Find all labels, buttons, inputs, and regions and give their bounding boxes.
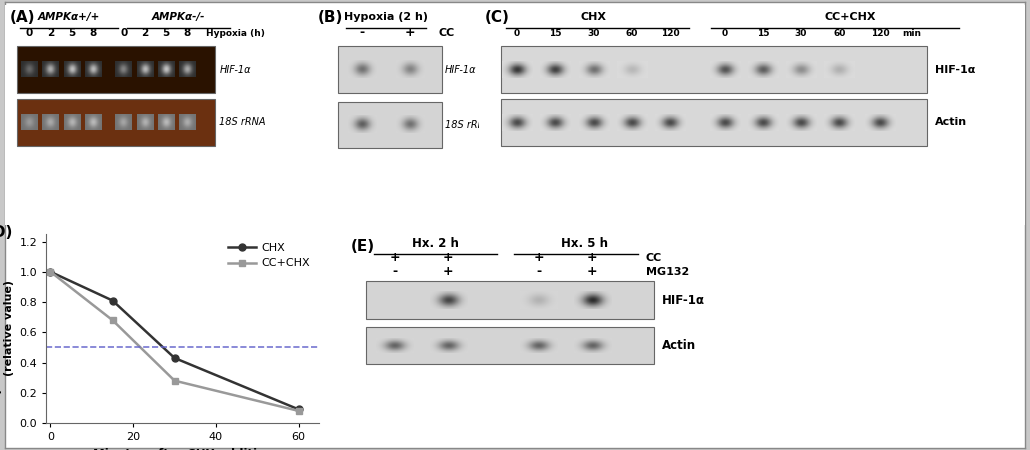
Text: 8: 8 xyxy=(183,28,192,38)
Text: 120: 120 xyxy=(660,29,680,38)
Text: HIF-1α: HIF-1α xyxy=(662,294,706,306)
Text: (A): (A) xyxy=(9,10,35,25)
Text: +: + xyxy=(443,265,453,278)
CC+CHX xyxy=(293,408,305,414)
Text: (C): (C) xyxy=(484,10,509,25)
Text: MG132: MG132 xyxy=(646,267,689,277)
Text: 0: 0 xyxy=(722,29,727,38)
FancyBboxPatch shape xyxy=(366,327,654,364)
CHX xyxy=(293,407,305,412)
Text: HIF-1α: HIF-1α xyxy=(445,64,477,75)
Line: CC+CHX: CC+CHX xyxy=(47,268,302,414)
FancyBboxPatch shape xyxy=(338,102,442,148)
Text: Hypoxia (h): Hypoxia (h) xyxy=(206,29,265,38)
FancyBboxPatch shape xyxy=(501,46,927,93)
Text: +: + xyxy=(587,252,597,265)
Text: (E): (E) xyxy=(351,238,375,254)
Text: 8: 8 xyxy=(90,28,97,38)
Line: CHX: CHX xyxy=(47,268,302,413)
Text: 15: 15 xyxy=(549,29,561,38)
Text: AMPKα+/+: AMPKα+/+ xyxy=(38,12,100,22)
Text: AMPKα-/-: AMPKα-/- xyxy=(151,12,205,22)
Text: 0: 0 xyxy=(121,28,128,38)
CC+CHX xyxy=(106,318,118,323)
FancyBboxPatch shape xyxy=(501,99,927,146)
Text: Hx. 5 h: Hx. 5 h xyxy=(560,237,608,250)
Text: CC: CC xyxy=(646,253,662,263)
Text: HIF-1α: HIF-1α xyxy=(219,64,251,75)
Text: +: + xyxy=(587,265,597,278)
CC+CHX xyxy=(168,378,180,383)
Text: 0: 0 xyxy=(514,29,520,38)
CHX xyxy=(106,298,118,303)
Text: HIF-1α: HIF-1α xyxy=(935,64,975,75)
CC+CHX xyxy=(44,269,57,274)
X-axis label: Minutes after CHX addition: Minutes after CHX addition xyxy=(93,448,273,450)
Text: 0: 0 xyxy=(26,28,33,38)
FancyBboxPatch shape xyxy=(366,281,654,319)
Text: -: - xyxy=(359,27,365,40)
Text: +: + xyxy=(405,27,415,40)
Text: Hypoxia (2 h): Hypoxia (2 h) xyxy=(344,12,428,22)
Text: Actin: Actin xyxy=(662,339,696,352)
Text: +: + xyxy=(534,252,544,265)
Text: 120: 120 xyxy=(871,29,890,38)
Text: +: + xyxy=(389,252,400,265)
Text: Actin: Actin xyxy=(935,117,967,127)
Text: -: - xyxy=(537,265,541,278)
Y-axis label: Expression level of HIF1α
(relative value): Expression level of HIF1α (relative valu… xyxy=(0,249,14,408)
Text: Hx. 2 h: Hx. 2 h xyxy=(412,237,459,250)
FancyBboxPatch shape xyxy=(18,46,215,93)
Text: 2: 2 xyxy=(141,28,148,38)
Text: 18S rRNA: 18S rRNA xyxy=(219,117,266,127)
Text: CC+CHX: CC+CHX xyxy=(824,12,875,22)
Text: (D): (D) xyxy=(0,225,12,239)
Text: +: + xyxy=(443,252,453,265)
Text: CC: CC xyxy=(439,28,455,38)
Text: 15: 15 xyxy=(757,29,769,38)
Legend: CHX, CC+CHX: CHX, CC+CHX xyxy=(226,239,314,272)
Text: 30: 30 xyxy=(587,29,599,38)
Text: (B): (B) xyxy=(317,10,343,25)
Text: 5: 5 xyxy=(68,28,75,38)
Text: min: min xyxy=(902,29,921,38)
CHX xyxy=(168,356,180,361)
Text: 60: 60 xyxy=(625,29,638,38)
Text: 30: 30 xyxy=(795,29,808,38)
Text: -: - xyxy=(392,265,397,278)
Text: CHX: CHX xyxy=(581,12,607,22)
CHX xyxy=(44,269,57,274)
Text: 18S rRNA: 18S rRNA xyxy=(445,120,491,130)
FancyBboxPatch shape xyxy=(18,99,215,146)
Text: 2: 2 xyxy=(47,28,55,38)
Text: 5: 5 xyxy=(163,28,170,38)
Text: 60: 60 xyxy=(833,29,846,38)
FancyBboxPatch shape xyxy=(338,46,442,93)
